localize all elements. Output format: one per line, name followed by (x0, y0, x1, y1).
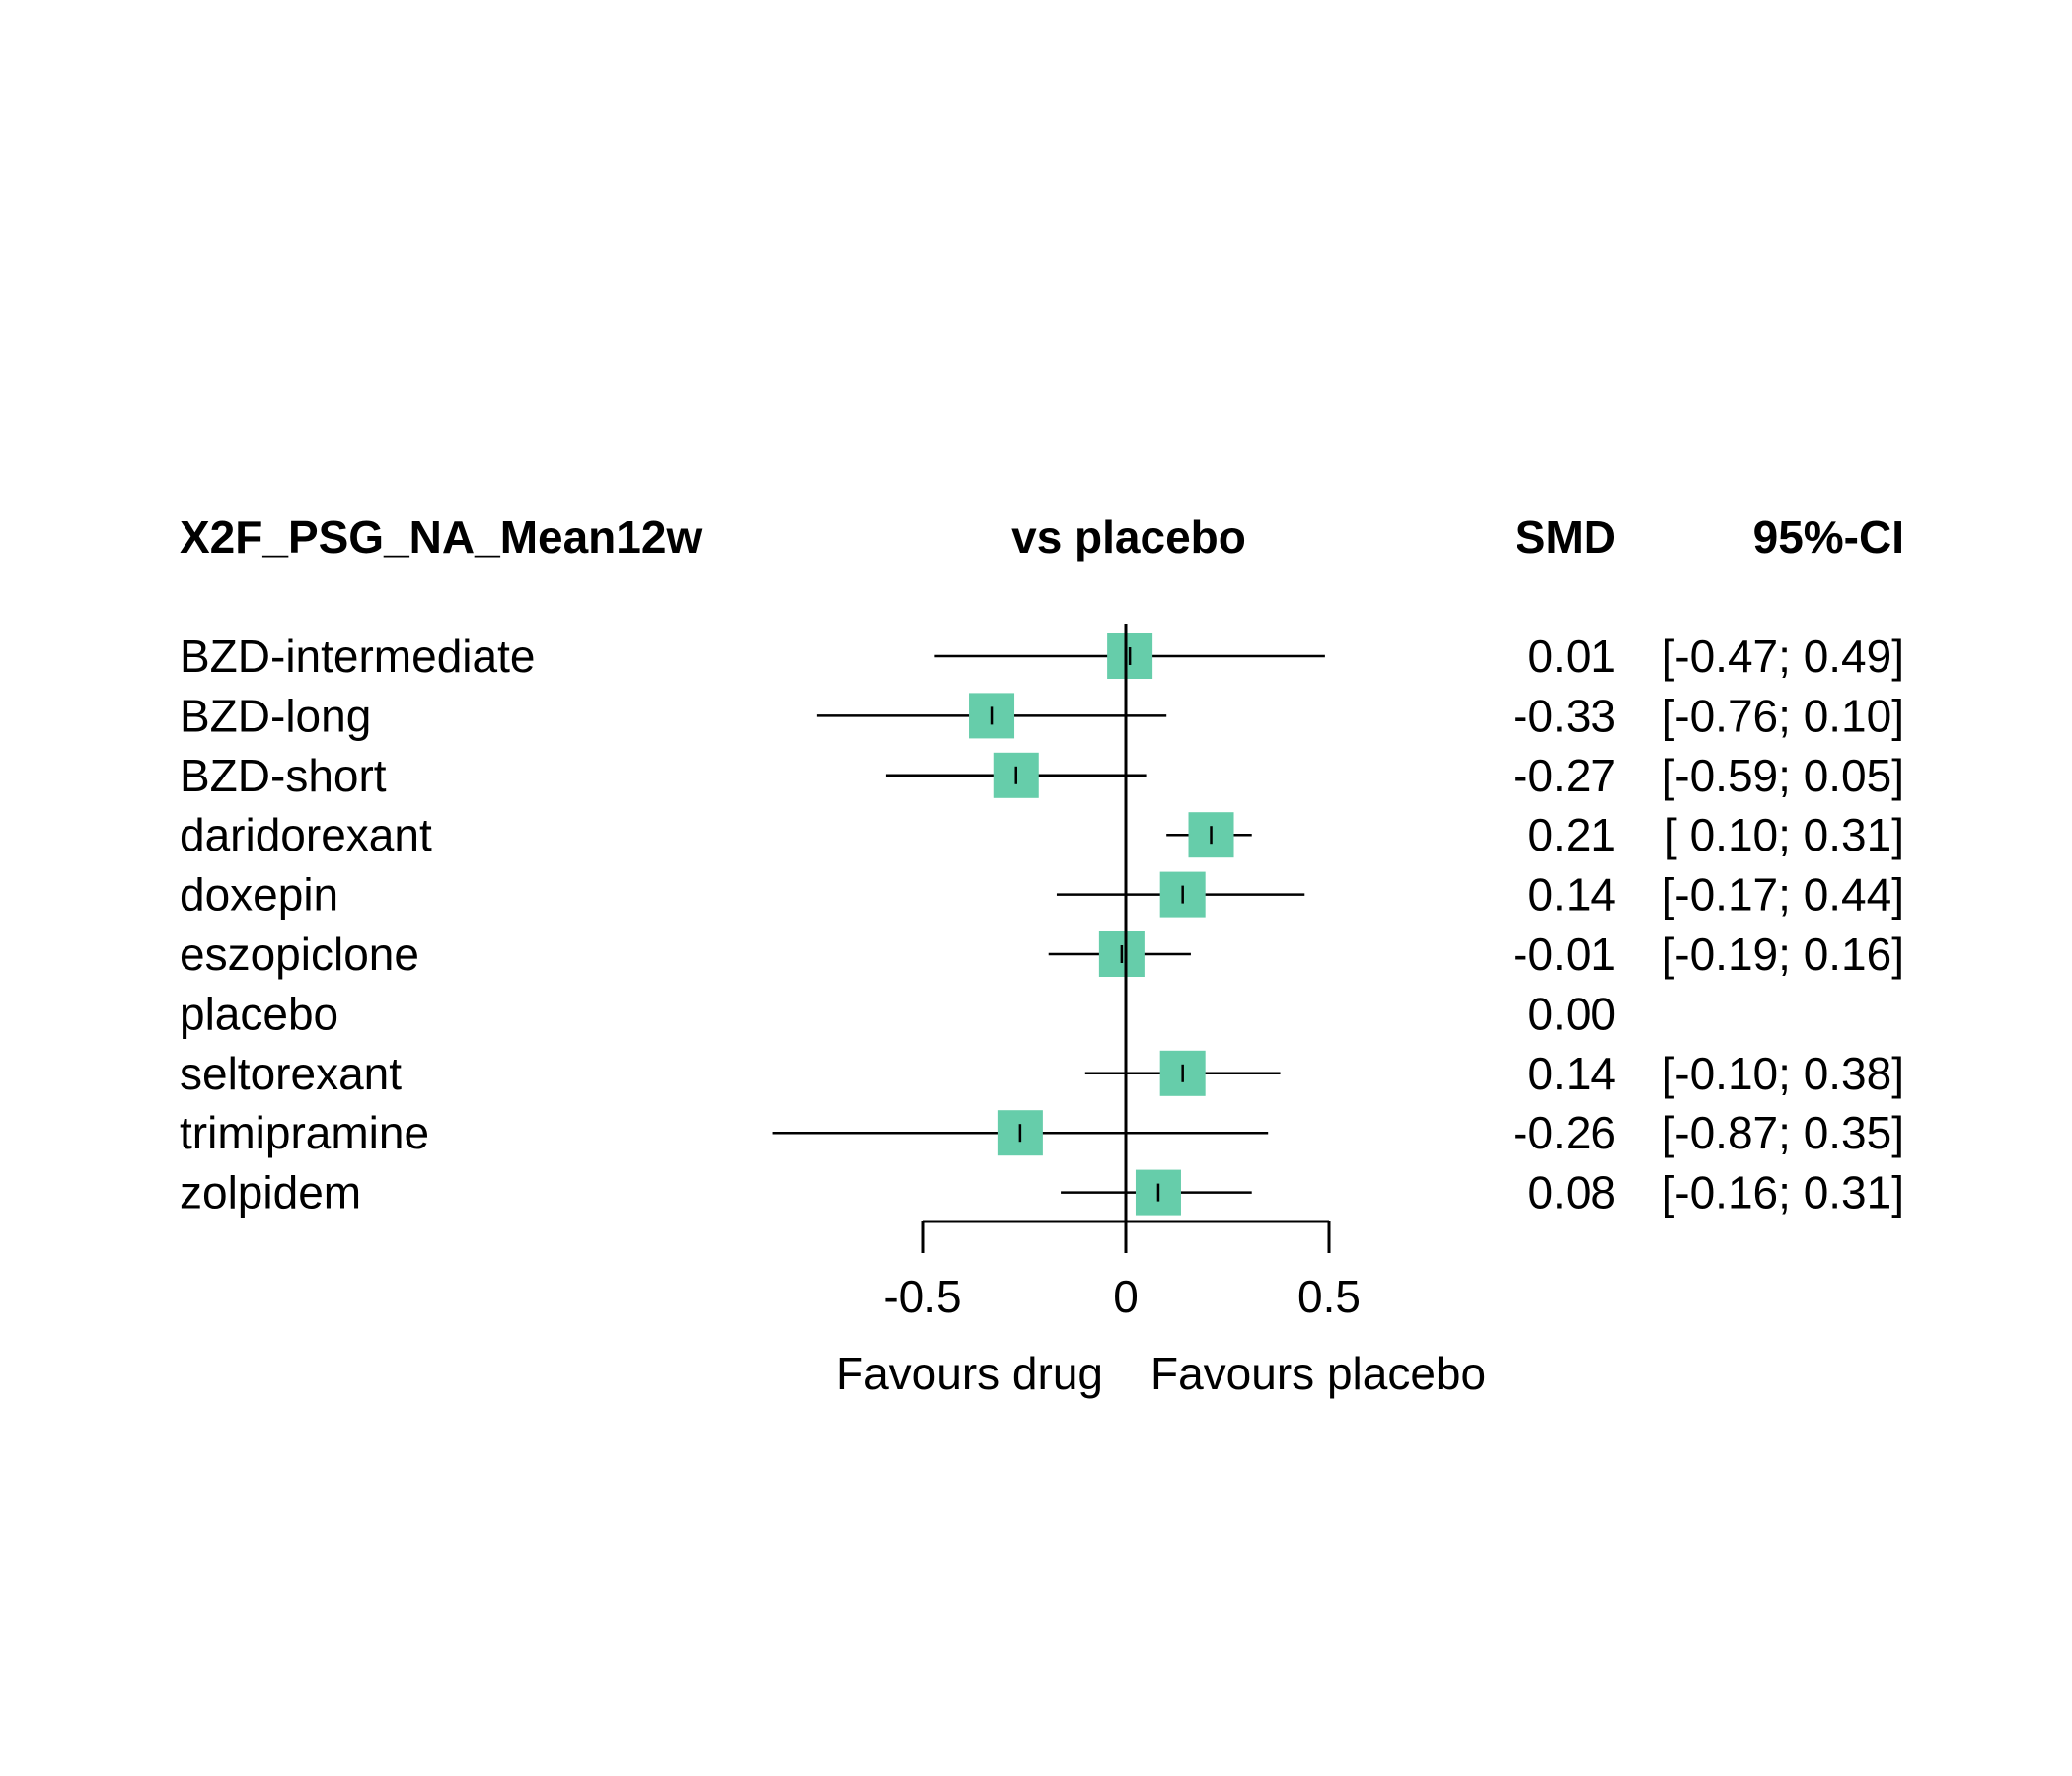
study-row: seltorexant 0.14 [-0.10; 0.38] (180, 1048, 1904, 1099)
study-row: doxepin 0.14 [-0.17; 0.44] (180, 869, 1904, 921)
study-label: trimipramine (180, 1107, 429, 1158)
smd-value: 0.00 (1527, 988, 1616, 1039)
study-label: eszopiclone (180, 928, 419, 980)
ci-value: [-0.19; 0.16] (1663, 928, 1905, 980)
ci-value: [ 0.10; 0.31] (1665, 809, 1904, 860)
smd-value: 0.21 (1527, 809, 1616, 860)
study-row: BZD-long -0.33 [-0.76; 0.10] (180, 690, 1904, 741)
study-label: BZD-short (180, 750, 387, 801)
header-comparison: vs placebo (1011, 511, 1246, 562)
ci-value: [-0.87; 0.35] (1663, 1107, 1905, 1158)
x-axis: -0.5 0 0.5 (883, 1220, 1361, 1322)
study-row: trimipramine -0.26 [-0.87; 0.35] (180, 1107, 1904, 1158)
smd-value: 0.01 (1527, 630, 1616, 682)
smd-value: -0.01 (1513, 928, 1616, 980)
header-smd: SMD (1516, 511, 1616, 562)
favours-drug-label: Favours drug (836, 1348, 1103, 1399)
study-rows: BZD-intermediate 0.01 [-0.47; 0.49] BZD-lon… (180, 630, 1904, 1219)
smd-value: 0.08 (1527, 1167, 1616, 1219)
study-row: placebo 0.00 (180, 988, 1616, 1039)
ci-value: [-0.59; 0.05] (1663, 750, 1905, 801)
header-outcome: X2F_PSG_NA_Mean12w (180, 511, 702, 562)
ci-value: [-0.47; 0.49] (1663, 630, 1905, 682)
x-tick-label: -0.5 (883, 1271, 961, 1322)
study-label: BZD-long (180, 690, 371, 741)
study-row: daridorexant 0.21 [ 0.10; 0.31] (180, 809, 1904, 860)
ci-value: [-0.17; 0.44] (1663, 869, 1905, 921)
x-tick-label: 0 (1113, 1271, 1139, 1322)
study-label: doxepin (180, 869, 338, 921)
study-row: BZD-short -0.27 [-0.59; 0.05] (180, 750, 1904, 801)
study-label: placebo (180, 988, 338, 1039)
study-label: BZD-intermediate (180, 630, 535, 682)
study-row: BZD-intermediate 0.01 [-0.47; 0.49] (180, 630, 1904, 682)
study-label: zolpidem (180, 1167, 361, 1219)
favours-placebo-label: Favours placebo (1150, 1348, 1486, 1399)
study-label: daridorexant (180, 809, 432, 860)
ci-value: [-0.76; 0.10] (1663, 690, 1905, 741)
x-tick-label: 0.5 (1297, 1271, 1361, 1322)
smd-value: -0.26 (1513, 1107, 1616, 1158)
smd-value: -0.33 (1513, 690, 1616, 741)
smd-value: 0.14 (1527, 1048, 1616, 1099)
study-label: seltorexant (180, 1048, 402, 1099)
study-row: zolpidem 0.08 [-0.16; 0.31] (180, 1167, 1904, 1219)
smd-value: -0.27 (1513, 750, 1616, 801)
ci-value: [-0.16; 0.31] (1663, 1167, 1905, 1219)
study-row: eszopiclone -0.01 [-0.19; 0.16] (180, 928, 1904, 980)
ci-value: [-0.10; 0.38] (1663, 1048, 1905, 1099)
smd-value: 0.14 (1527, 869, 1616, 921)
header-ci: 95%-CI (1753, 511, 1904, 562)
